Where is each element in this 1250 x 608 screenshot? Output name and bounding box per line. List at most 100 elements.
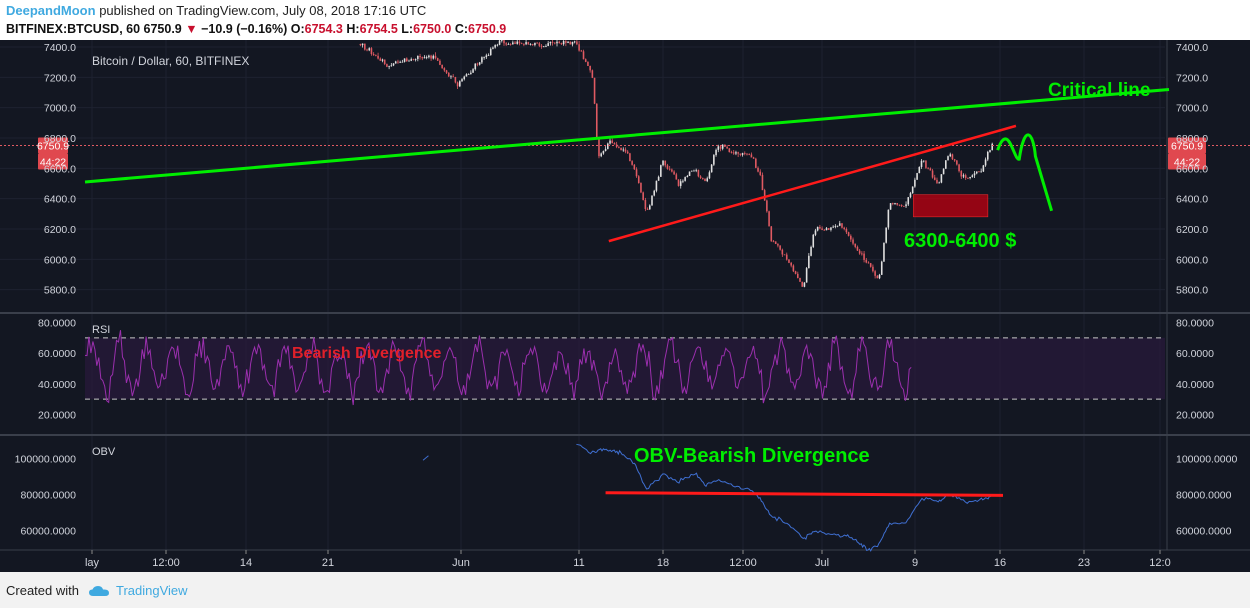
- candle-body: [476, 63, 479, 65]
- author-link[interactable]: DeepandMoon: [6, 3, 96, 18]
- obv-divergence-label: OBV-Bearish Divergence: [634, 445, 870, 467]
- candle-body: [874, 271, 876, 276]
- candle-body: [991, 143, 993, 151]
- candle-body: [410, 59, 413, 61]
- candle-body: [845, 229, 848, 233]
- candle-body: [551, 41, 554, 43]
- candle-body: [648, 205, 651, 210]
- candle-body: [465, 74, 468, 77]
- price-tick-label-right: 6200.0: [1176, 224, 1208, 236]
- candle-body: [399, 61, 401, 63]
- candle-body: [500, 40, 503, 41]
- candle-body: [554, 42, 556, 44]
- candle-body: [869, 263, 872, 267]
- symbol-line: BITFINEX:BTCUSD, 60 6750.9 ▼ −10.9 (−0.1…: [6, 22, 506, 36]
- candle-body: [920, 160, 923, 167]
- price-tick-label-left: 6200.0: [44, 224, 76, 236]
- panes: [0, 40, 1250, 551]
- candle-body: [927, 167, 929, 169]
- candle-body: [761, 174, 764, 191]
- candle-body: [430, 55, 432, 59]
- candle-body: [958, 164, 960, 172]
- candle-body: [660, 165, 662, 177]
- candle-body: [785, 254, 788, 260]
- candle-body: [666, 165, 669, 169]
- candle-body: [838, 223, 841, 226]
- price-tick-label-left: 7200.0: [44, 72, 76, 84]
- candle-body: [918, 166, 921, 174]
- candle-body: [571, 41, 574, 45]
- candle-body: [481, 57, 483, 63]
- open-label: O:: [290, 22, 305, 36]
- candle-body: [710, 164, 713, 173]
- candle-body: [750, 154, 753, 158]
- candle-body: [925, 160, 927, 168]
- critical-line: [84, 87, 1170, 184]
- rsi-tick-label-right: 40.0000: [1176, 379, 1214, 391]
- x-tick-label: 21: [322, 557, 334, 569]
- candle-body: [684, 177, 686, 181]
- candle-body: [673, 171, 675, 175]
- candle-body: [447, 72, 450, 77]
- candle-body: [463, 76, 466, 80]
- price-tick-label-right: 7400.0: [1176, 42, 1208, 54]
- candle-body: [456, 82, 459, 87]
- candle-body: [485, 55, 488, 58]
- candle-body: [911, 186, 914, 194]
- open-value: 6754.3: [304, 22, 343, 36]
- candle-body: [801, 281, 804, 287]
- candle-body: [878, 274, 881, 279]
- candle-body: [478, 62, 481, 65]
- high-value: 6754.5: [359, 22, 398, 36]
- candle-body: [947, 156, 949, 161]
- candle-body: [821, 228, 823, 230]
- rsi-divergence-label: Bearish Divergence: [292, 345, 442, 362]
- candle-body: [394, 61, 397, 64]
- chart-area[interactable]: 6750.9 44:22 6750.9 44:22 Bearish Divergenc…: [0, 40, 1250, 572]
- rsi-pane-title: RSI: [92, 324, 110, 336]
- candle-body: [922, 160, 925, 162]
- obv-tick-label-left: 80000.0000: [21, 490, 77, 502]
- candle-body: [434, 55, 437, 59]
- rsi-tick-label-right: 20.0000: [1176, 410, 1214, 422]
- candle-body: [891, 203, 894, 204]
- high-label: H:: [346, 22, 360, 36]
- price-pane: 6750.9 44:22 6750.9 44:22: [0, 40, 1250, 288]
- candle-body: [567, 41, 569, 43]
- candle-body: [726, 146, 728, 149]
- candle-body: [827, 228, 830, 230]
- candle-body: [945, 160, 947, 169]
- rsi-tick-label-left: 80.0000: [38, 318, 76, 330]
- candle-body: [635, 169, 638, 177]
- candle-body: [377, 55, 379, 59]
- candle-body: [496, 44, 499, 46]
- x-tick-label: 18: [657, 557, 669, 569]
- candle-body: [445, 70, 448, 73]
- candle-body: [797, 273, 799, 278]
- candle-body: [507, 44, 510, 45]
- candle-body: [375, 55, 377, 57]
- candle-body: [397, 61, 399, 63]
- candle-body: [609, 140, 611, 144]
- tradingview-link[interactable]: TradingView: [116, 583, 188, 598]
- candle-body: [984, 159, 987, 166]
- price-tag-right: [1168, 137, 1206, 154]
- candle-body: [408, 60, 410, 62]
- candle-body: [419, 55, 421, 58]
- candle-body: [558, 41, 561, 43]
- candle-body: [516, 41, 519, 44]
- candle-body: [565, 41, 567, 43]
- candle-body: [651, 195, 653, 206]
- candle-body: [836, 225, 839, 227]
- candle-body: [540, 45, 543, 47]
- price-tag-left-text: 6750.9: [37, 140, 69, 152]
- candle-body: [487, 55, 490, 56]
- candle-body: [578, 44, 580, 51]
- candle-body: [956, 160, 958, 165]
- candle-body: [386, 64, 388, 67]
- candle-body: [545, 45, 547, 47]
- price-tick-label-right: 7200.0: [1176, 72, 1208, 84]
- obv-line: [576, 443, 992, 552]
- candle-body: [379, 58, 382, 61]
- candle-body: [509, 44, 512, 45]
